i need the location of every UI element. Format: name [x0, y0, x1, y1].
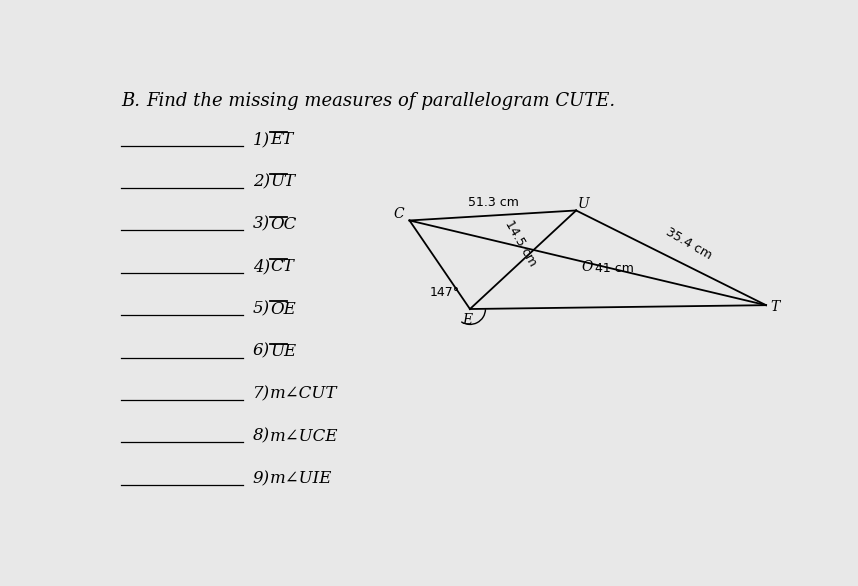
Text: OC: OC — [270, 216, 296, 233]
Text: E: E — [462, 313, 472, 327]
Text: U: U — [578, 197, 589, 212]
Text: O: O — [581, 260, 593, 274]
Text: m∠UCE: m∠UCE — [270, 428, 339, 445]
Text: 35.4 cm: 35.4 cm — [663, 225, 714, 262]
Text: 2): 2) — [253, 173, 270, 190]
Text: B.: B. — [121, 92, 140, 110]
Text: 1): 1) — [253, 131, 270, 148]
Text: OE: OE — [270, 301, 296, 318]
Text: 7): 7) — [253, 385, 270, 402]
Text: Find the missing measures of parallelogram CUTE.: Find the missing measures of parallelogr… — [146, 92, 615, 110]
Text: CT: CT — [270, 258, 294, 275]
Text: ET: ET — [270, 131, 293, 148]
Text: 5): 5) — [253, 301, 270, 318]
Text: 4): 4) — [253, 258, 270, 275]
Text: 41 cm: 41 cm — [595, 263, 634, 275]
Text: UE: UE — [270, 343, 296, 360]
Text: 51.3 cm: 51.3 cm — [468, 196, 518, 209]
Text: 8): 8) — [253, 428, 270, 445]
Text: C: C — [393, 207, 404, 222]
Text: m∠UIE: m∠UIE — [270, 470, 332, 487]
Text: 9): 9) — [253, 470, 270, 487]
Text: 3): 3) — [253, 216, 270, 233]
Text: T: T — [770, 299, 780, 314]
Text: m∠CUT: m∠CUT — [270, 385, 337, 402]
Text: 14.5 cm: 14.5 cm — [503, 219, 540, 269]
Text: UT: UT — [270, 173, 295, 190]
Text: 147°: 147° — [429, 285, 459, 299]
Text: 6): 6) — [253, 343, 270, 360]
